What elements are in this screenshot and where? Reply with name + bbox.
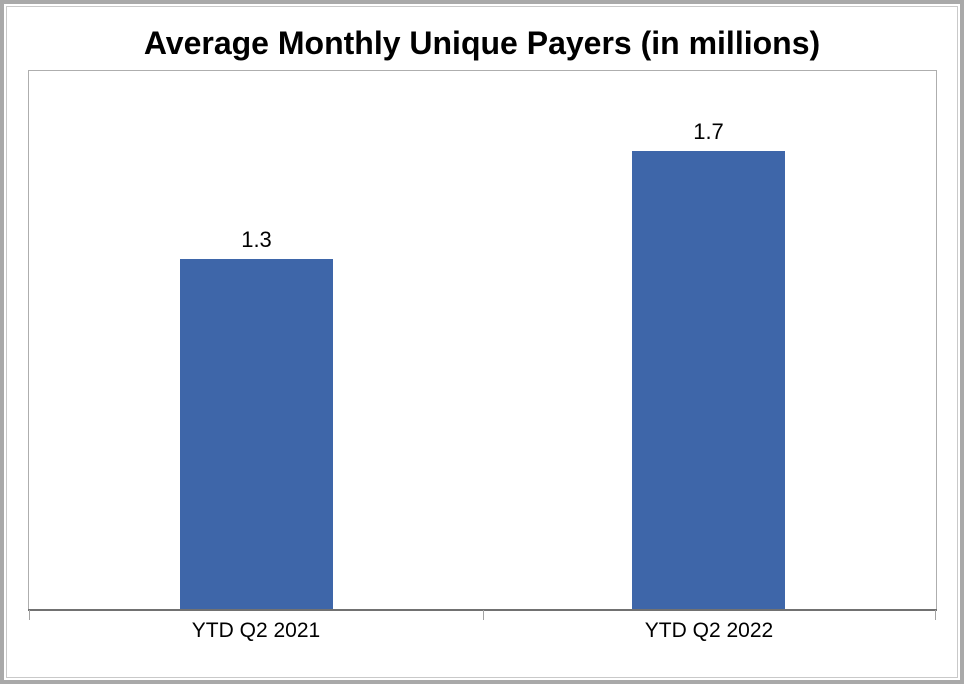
x-axis-tick-middle xyxy=(482,610,484,620)
x-axis-tick-left xyxy=(29,610,30,620)
bar-group-ytd-q2-2021: 1.3 xyxy=(180,226,333,609)
category-label-ytd-q2-2021: YTD Q2 2021 xyxy=(191,619,321,642)
category-label-ytd-q2-2022: YTD Q2 2022 xyxy=(644,619,774,642)
x-axis-tick-right xyxy=(935,610,936,620)
chart-title: Average Monthly Unique Payers (in millio… xyxy=(143,25,821,61)
data-label-2022: 1.7 xyxy=(693,118,724,144)
bar-group-ytd-q2-2022: 1.7 xyxy=(632,118,785,609)
data-label-2021: 1.3 xyxy=(241,226,272,252)
plot-area: 1.3 1.7 xyxy=(28,70,937,620)
bar-ytd-q2-2021 xyxy=(180,259,333,609)
bar-ytd-q2-2022 xyxy=(632,151,785,609)
x-axis-labels: YTD Q2 2021 YTD Q2 2022 xyxy=(28,619,937,647)
